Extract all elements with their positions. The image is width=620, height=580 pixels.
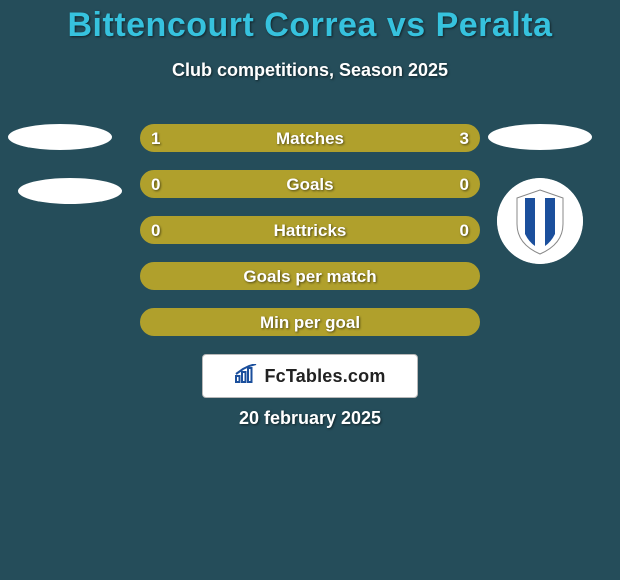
stat-row: Min per goal [140,308,480,336]
stat-right-value: 3 [460,125,469,153]
club-crest [497,178,583,264]
page-subtitle: Club competitions, Season 2025 [0,60,620,81]
stat-label: Goals [141,171,479,199]
stat-label: Goals per match [141,263,479,291]
stat-left-value: 0 [151,171,160,199]
stat-row: Goals per match [140,262,480,290]
date-label: 20 february 2025 [0,408,620,429]
stat-right-value: 0 [460,217,469,245]
site-logo-text: FcTables.com [264,366,385,387]
stat-right-value: 0 [460,171,469,199]
player-placeholder [8,124,112,150]
stat-row: Matches1 3 [140,124,480,152]
stat-left-value: 1 [151,125,160,153]
canvas: Bittencourt Correa vs Peralta Club compe… [0,0,620,580]
stat-label: Min per goal [141,309,479,337]
stat-bars: Matches13Goals00Hattricks00Goals per mat… [140,124,480,336]
player-placeholder [18,178,122,204]
stat-left-value: 0 [151,217,160,245]
player-placeholder [488,124,592,150]
stat-label: Hattricks [141,217,479,245]
stat-row: Goals0 0 [140,170,480,198]
page-title: Bittencourt Correa vs Peralta [0,6,620,45]
site-logo: FcTables.com [202,354,418,398]
stat-label: Matches [141,125,479,153]
stat-row: Hattricks0 0 [140,216,480,244]
chart-icon [234,364,258,389]
